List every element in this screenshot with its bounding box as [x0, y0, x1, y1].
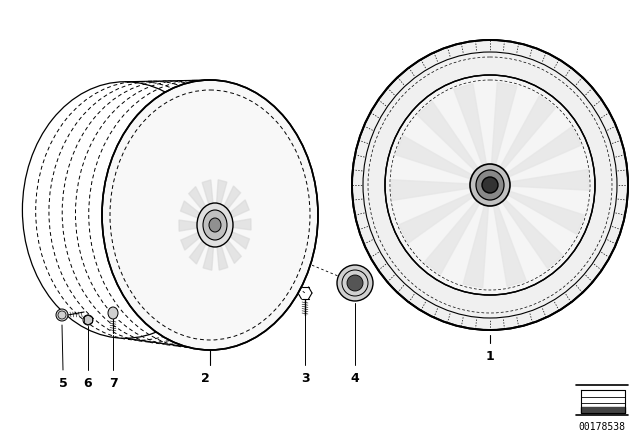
- Polygon shape: [202, 180, 214, 214]
- Polygon shape: [223, 229, 250, 249]
- Ellipse shape: [470, 164, 510, 206]
- Polygon shape: [181, 229, 207, 250]
- Polygon shape: [396, 136, 481, 182]
- Polygon shape: [463, 196, 489, 288]
- Ellipse shape: [56, 309, 68, 321]
- Text: 3: 3: [301, 372, 309, 385]
- Text: 7: 7: [109, 377, 117, 390]
- Ellipse shape: [209, 218, 221, 232]
- Ellipse shape: [337, 265, 373, 301]
- Polygon shape: [189, 187, 210, 216]
- Polygon shape: [399, 189, 481, 243]
- Polygon shape: [454, 83, 488, 175]
- Polygon shape: [424, 193, 484, 274]
- Ellipse shape: [482, 177, 498, 193]
- Polygon shape: [495, 96, 556, 177]
- Polygon shape: [501, 169, 589, 190]
- Polygon shape: [189, 234, 210, 264]
- Text: 5: 5: [59, 377, 67, 390]
- Ellipse shape: [83, 315, 93, 325]
- Ellipse shape: [476, 170, 504, 200]
- Ellipse shape: [197, 203, 233, 247]
- Polygon shape: [417, 101, 484, 177]
- Polygon shape: [220, 233, 241, 263]
- Ellipse shape: [385, 75, 595, 295]
- Ellipse shape: [102, 80, 318, 350]
- Polygon shape: [179, 220, 205, 231]
- Polygon shape: [220, 186, 241, 216]
- Polygon shape: [391, 180, 479, 200]
- Text: 4: 4: [351, 372, 360, 385]
- Text: 1: 1: [486, 350, 494, 363]
- Polygon shape: [203, 237, 214, 270]
- Ellipse shape: [203, 210, 227, 240]
- Ellipse shape: [347, 275, 363, 291]
- Ellipse shape: [108, 307, 118, 319]
- Text: 6: 6: [84, 377, 92, 390]
- Text: 00178538: 00178538: [579, 422, 625, 432]
- Polygon shape: [492, 195, 526, 286]
- Polygon shape: [223, 200, 249, 221]
- Polygon shape: [497, 193, 563, 269]
- Polygon shape: [180, 201, 207, 221]
- Polygon shape: [491, 82, 517, 174]
- Polygon shape: [499, 127, 581, 181]
- Ellipse shape: [352, 40, 628, 330]
- Polygon shape: [225, 219, 251, 230]
- Polygon shape: [216, 237, 228, 270]
- Polygon shape: [216, 180, 227, 213]
- Polygon shape: [500, 188, 584, 234]
- Text: 2: 2: [200, 372, 209, 385]
- Polygon shape: [581, 407, 625, 413]
